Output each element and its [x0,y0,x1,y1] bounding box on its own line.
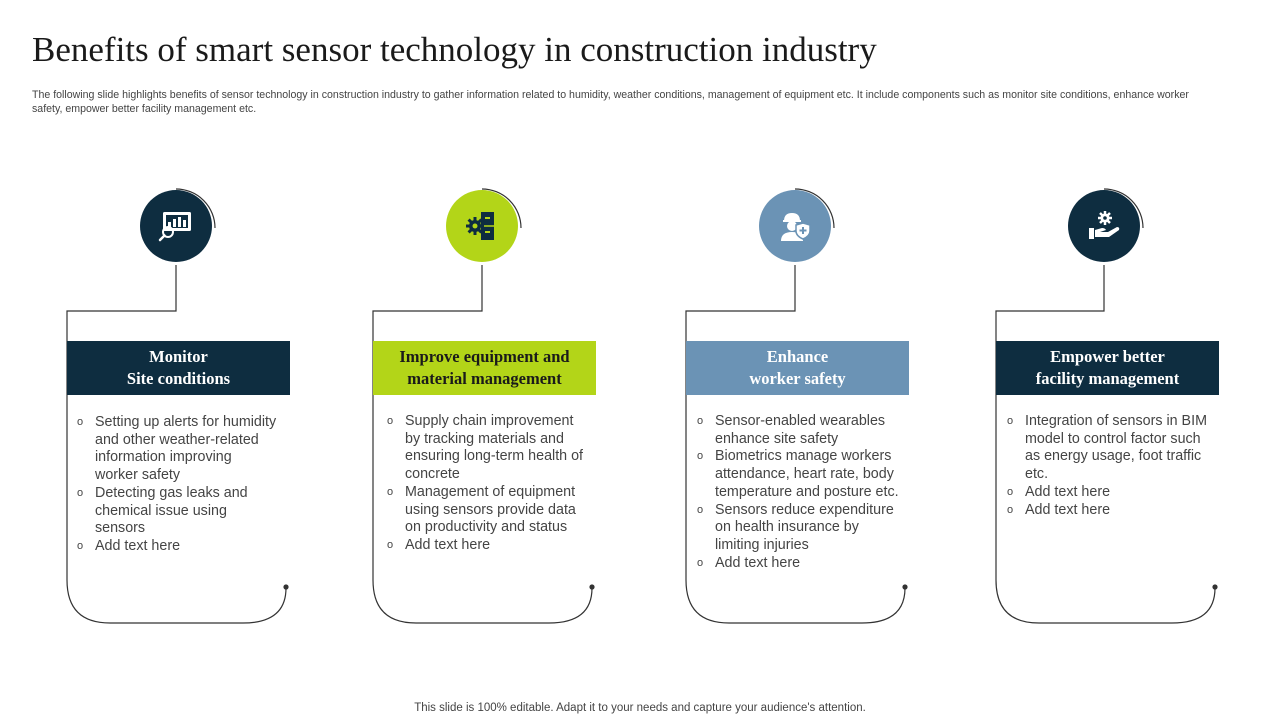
gear-cabinet-icon [466,212,494,240]
card-4-icon-circle [1068,190,1140,262]
list-item: o Add text here [697,554,801,571]
card-2-heading-line2: material management [407,369,562,388]
card-3-heading-line1: Enhance [766,347,829,366]
list-item: o Sensors reduce expenditure on health in… [697,501,894,553]
card-3-bullet-list: o Sensor-enabled wearables enhance site s… [687,413,899,572]
card-2-end-dot [589,584,595,590]
card-1-end-dot [283,584,289,590]
hand-gear-icon [1089,211,1120,239]
card-3-end-dot [902,584,908,590]
list-item: o Sensor-enabled wearables enhance site s… [697,413,886,447]
card-2-outline [372,265,593,624]
card-4-end-dot [1212,584,1218,590]
card-4-heading-line1: Empower better [1050,347,1165,366]
card-4-heading-line2: facility management [1035,369,1180,388]
card-3-icon-arc [794,188,835,229]
card-2-bullet-list: o Supply chain improvement by tracking ma… [377,413,587,555]
worker-shield-icon [781,213,811,241]
list-item: o Add text here [1007,501,1111,518]
list-item: o Supply chain improvement by tracking ma… [387,413,584,483]
list-item: o Add text here [77,537,181,554]
card-2-header: Improve equipment and material managemen… [373,341,596,395]
list-item: o Integration of sensors in BIM model to … [1007,413,1207,483]
card-1-heading-line2: Site conditions [126,369,231,388]
card-2-icon-circle [446,190,518,262]
card-3-heading-line2: worker safety [749,369,846,388]
card-1-heading-line1: Monitor [149,347,208,366]
list-item: o Setting up alerts for humidity and othe… [77,414,277,484]
list-item: o Add text here [387,536,491,553]
card-4-icon-arc [1103,188,1144,229]
card-1-icon-circle [140,190,212,262]
card-2-icon-arc [481,188,522,229]
list-item: o Management of equipment using sensors p… [387,483,576,536]
monitor-chart-icon [158,212,191,242]
card-1-bullet-list: o Setting up alerts for humidity and othe… [67,414,277,556]
card-1-outline [66,265,287,624]
list-item: o Detecting gas leaks and chemical issue … [77,484,248,537]
page-title: Benefits of smart sensor technology in c… [32,30,877,69]
card-2-heading-line1: Improve equipment and [399,347,570,366]
card-1-icon-arc [175,188,216,229]
card-4-outline [995,265,1216,624]
page-subtitle: The following slide highlights benefits … [32,89,1189,115]
footer-note: This slide is 100% editable. Adapt it to… [414,702,866,714]
card-4-bullet-list: o Integration of sensors in BIM model to … [997,413,1207,519]
card-1-header: Monitor Site conditions [67,341,290,395]
list-item: o Add text here [1007,483,1111,500]
card-4-header: Empower better facility management [996,341,1219,395]
card-3-header: Enhance worker safety [686,341,909,395]
card-3-outline [685,265,906,624]
list-item: o Biometrics manage workers attendance, h… [697,448,899,500]
card-3-icon-circle [759,190,831,262]
